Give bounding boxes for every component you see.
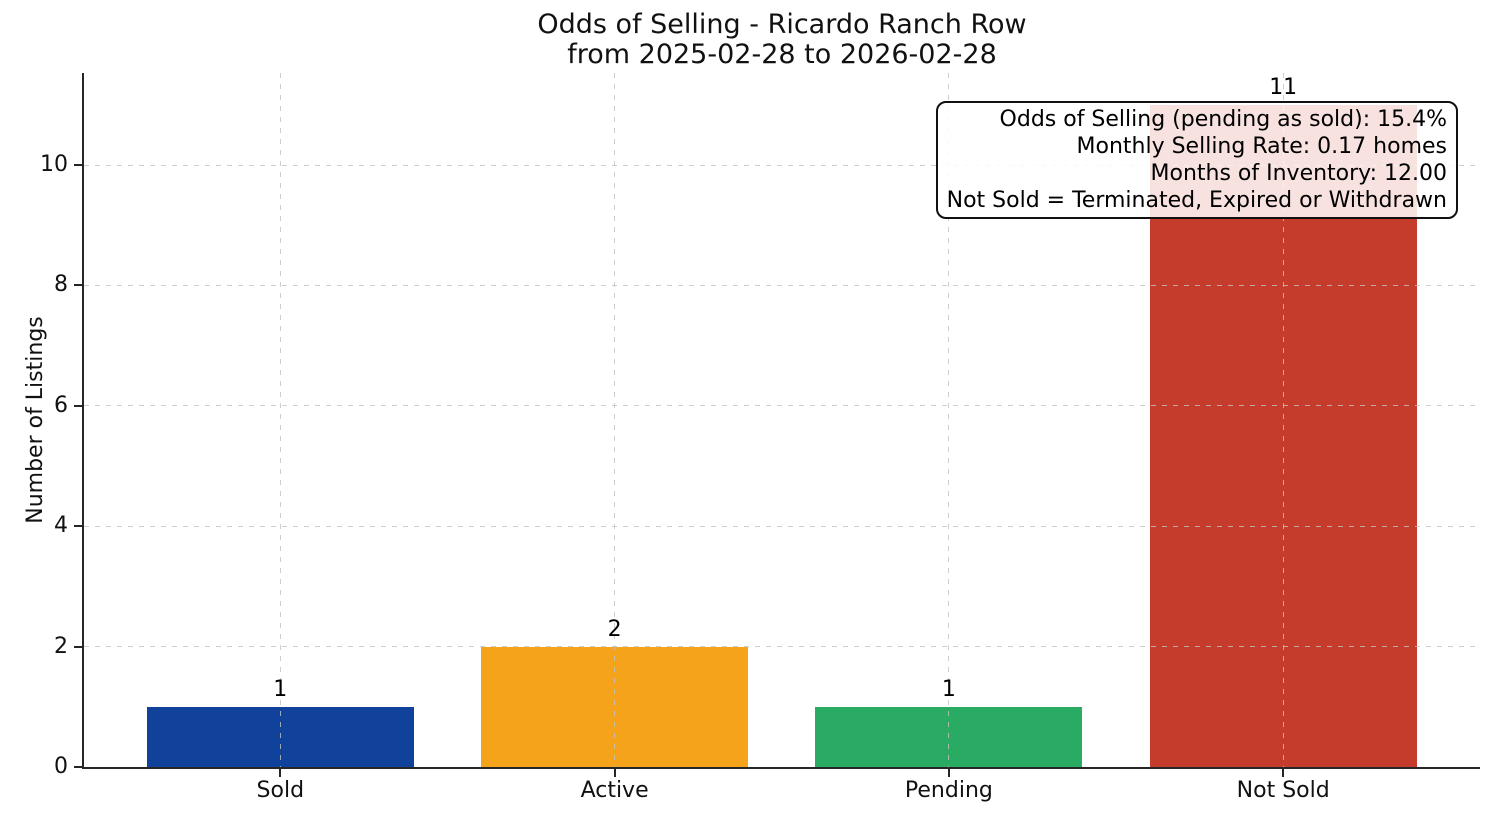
chart-title: Odds of Selling - Ricardo Ranch Row from… [84,10,1480,70]
y-tick-mark-6 [74,404,82,407]
x-tick-mark-pending [947,769,950,777]
y-tick-label-0: 0 [54,754,68,779]
bar-value-label-sold: 1 [273,676,288,702]
x-tick-mark-not-sold [1282,769,1285,777]
vertical-gridline-active [614,73,616,767]
y-tick-label-10: 10 [40,152,68,177]
y-tick-label-6: 6 [54,392,68,418]
y-tick-label-8: 8 [54,272,68,298]
x-tick-label-pending: Pending [904,778,993,803]
y-tick-mark-4 [74,525,82,528]
horizontal-gridline-6 [84,405,1480,407]
bar-value-label-not-sold: 11 [1269,74,1298,100]
x-tick-mark-active [613,769,616,777]
horizontal-gridline-2 [84,646,1480,648]
chart-title-line1: Odds of Selling - Ricardo Ranch Row [537,9,1027,40]
x-axis-spine [82,767,1480,769]
y-tick-label-2: 2 [54,633,68,659]
y-tick-label-4: 4 [54,513,68,539]
horizontal-gridline-8 [84,284,1480,286]
stats-annotation-box: Odds of Selling (pending as sold): 15.4%… [935,101,1458,219]
stat-not-sold-definition: Not Sold = Terminated, Expired or Withdr… [946,188,1447,213]
y-tick-mark-10 [74,164,82,166]
stat-odds-of-selling: Odds of Selling (pending as sold): 15.4% [999,107,1447,132]
stat-months-of-inventory: Months of Inventory: 12.00 [1150,161,1447,186]
x-tick-label-not-sold: Not Sold [1236,778,1330,803]
bar-value-label-pending: 1 [941,676,956,702]
x-tick-label-sold: Sold [256,778,305,803]
horizontal-gridline-4 [84,525,1480,527]
y-tick-mark-8 [74,284,82,287]
x-tick-label-active: Active [580,778,649,803]
stat-monthly-selling-rate: Monthly Selling Rate: 0.17 homes [1076,134,1447,159]
chart-title-line2: from 2025-02-28 to 2026-02-28 [567,39,997,70]
y-tick-mark-2 [74,645,82,648]
x-tick-mark-sold [279,769,282,777]
bar-value-label-active: 2 [607,616,622,642]
horizontal-gridline-10 [84,164,1480,166]
y-axis-label: Number of Listings [23,316,48,524]
y-tick-mark-0 [74,766,82,768]
y-axis-spine [82,73,84,769]
vertical-gridline-not-sold [1282,73,1284,767]
vertical-gridline-pending [948,73,950,767]
vertical-gridline-sold [279,73,281,767]
